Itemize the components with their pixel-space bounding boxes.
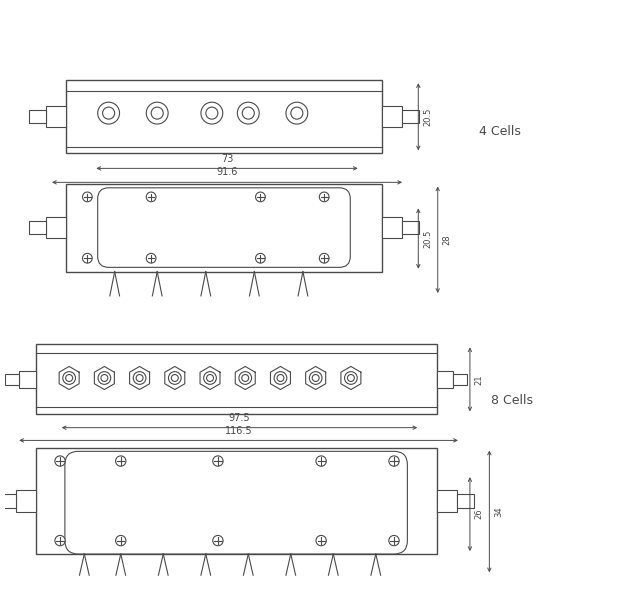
- Circle shape: [242, 375, 248, 381]
- Bar: [436, 490, 457, 512]
- Circle shape: [316, 536, 326, 546]
- Text: 34: 34: [494, 506, 503, 517]
- Text: 91.6: 91.6: [216, 168, 238, 178]
- Circle shape: [116, 536, 126, 546]
- Circle shape: [320, 192, 329, 202]
- Bar: [0, 494, 15, 508]
- Circle shape: [133, 371, 146, 384]
- Circle shape: [151, 107, 163, 119]
- Circle shape: [206, 107, 218, 119]
- Bar: [15, 490, 36, 512]
- Bar: [46, 106, 66, 127]
- Text: 116.5: 116.5: [225, 426, 252, 436]
- Circle shape: [116, 456, 126, 466]
- Circle shape: [237, 102, 259, 124]
- Bar: [28, 221, 46, 234]
- Bar: [19, 371, 36, 388]
- Circle shape: [274, 371, 287, 384]
- Circle shape: [213, 536, 223, 546]
- Circle shape: [204, 371, 216, 384]
- FancyBboxPatch shape: [65, 451, 407, 554]
- Circle shape: [146, 102, 168, 124]
- Circle shape: [239, 371, 252, 384]
- Circle shape: [171, 375, 178, 381]
- Text: 20.5: 20.5: [423, 107, 432, 126]
- Circle shape: [345, 371, 357, 384]
- Text: 26: 26: [475, 509, 484, 520]
- Circle shape: [146, 253, 156, 263]
- Circle shape: [242, 107, 254, 119]
- Circle shape: [98, 371, 111, 384]
- FancyBboxPatch shape: [98, 188, 350, 267]
- Circle shape: [83, 253, 92, 263]
- Text: 8 Cells: 8 Cells: [491, 395, 533, 407]
- Circle shape: [66, 375, 72, 381]
- Circle shape: [347, 375, 354, 381]
- Bar: [457, 494, 474, 508]
- Circle shape: [389, 456, 399, 466]
- Circle shape: [291, 107, 303, 119]
- Circle shape: [256, 253, 265, 263]
- Circle shape: [101, 375, 108, 381]
- Bar: [382, 217, 402, 239]
- Text: 21: 21: [475, 374, 484, 385]
- Circle shape: [310, 371, 322, 384]
- Text: 4 Cells: 4 Cells: [479, 126, 521, 138]
- Circle shape: [55, 456, 66, 466]
- Circle shape: [389, 536, 399, 546]
- Bar: [36, 448, 436, 554]
- Bar: [46, 217, 66, 239]
- Bar: [66, 184, 382, 271]
- Circle shape: [83, 192, 92, 202]
- Bar: [402, 221, 419, 234]
- Circle shape: [316, 456, 326, 466]
- Circle shape: [286, 102, 308, 124]
- Bar: [453, 374, 467, 385]
- Circle shape: [63, 371, 75, 384]
- Circle shape: [277, 375, 284, 381]
- Circle shape: [169, 371, 181, 384]
- Text: 28: 28: [442, 234, 452, 245]
- Circle shape: [55, 536, 66, 546]
- Circle shape: [146, 192, 156, 202]
- Circle shape: [206, 375, 213, 381]
- Circle shape: [256, 192, 265, 202]
- Bar: [382, 106, 402, 127]
- Circle shape: [136, 375, 143, 381]
- Circle shape: [213, 456, 223, 466]
- Circle shape: [320, 253, 329, 263]
- Bar: [5, 374, 19, 385]
- Text: 73: 73: [221, 154, 233, 163]
- Bar: [36, 345, 436, 414]
- Bar: [402, 110, 419, 123]
- Circle shape: [201, 102, 222, 124]
- Bar: [66, 81, 382, 153]
- Bar: [28, 110, 46, 123]
- Circle shape: [312, 375, 319, 381]
- Text: 97.5: 97.5: [229, 413, 250, 423]
- Circle shape: [103, 107, 114, 119]
- Bar: [436, 371, 453, 388]
- Circle shape: [98, 102, 119, 124]
- Text: 20.5: 20.5: [423, 229, 432, 248]
